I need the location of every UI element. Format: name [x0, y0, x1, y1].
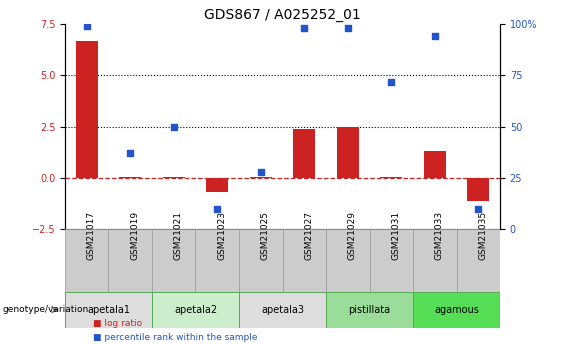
- Bar: [337, 127, 359, 178]
- Point: [343, 26, 352, 31]
- Text: pistillata: pistillata: [349, 305, 390, 315]
- Bar: [370, 229, 413, 305]
- Bar: [413, 229, 457, 305]
- Bar: [326, 229, 370, 305]
- Text: apetala1: apetala1: [87, 305, 130, 315]
- Bar: [195, 229, 239, 305]
- Bar: [424, 151, 446, 178]
- Point: [212, 206, 221, 212]
- Text: apetala2: apetala2: [174, 305, 217, 315]
- Bar: [119, 177, 141, 178]
- Text: GSM21031: GSM21031: [391, 211, 400, 260]
- Text: GSM21035: GSM21035: [478, 211, 487, 260]
- Text: ■ log ratio: ■ log ratio: [93, 319, 142, 328]
- Text: GSM21033: GSM21033: [435, 211, 444, 260]
- Title: GDS867 / A025252_01: GDS867 / A025252_01: [204, 8, 361, 22]
- Bar: [457, 229, 500, 305]
- Bar: [282, 229, 326, 305]
- Bar: [152, 292, 239, 328]
- Bar: [326, 292, 413, 328]
- Text: agamous: agamous: [434, 305, 479, 315]
- Bar: [413, 292, 500, 328]
- Point: [169, 124, 178, 130]
- Point: [82, 23, 92, 29]
- Bar: [65, 229, 108, 305]
- Point: [256, 169, 265, 175]
- Point: [299, 26, 308, 31]
- Bar: [65, 292, 152, 328]
- Bar: [467, 178, 489, 201]
- Bar: [380, 177, 402, 178]
- Text: genotype/variation: genotype/variation: [3, 305, 89, 314]
- Point: [473, 206, 483, 212]
- Text: GSM21027: GSM21027: [304, 211, 313, 260]
- Bar: [239, 229, 282, 305]
- Bar: [108, 229, 152, 305]
- Text: ■ percentile rank within the sample: ■ percentile rank within the sample: [93, 333, 258, 342]
- Bar: [293, 129, 315, 178]
- Bar: [76, 41, 98, 178]
- Bar: [152, 229, 195, 305]
- Text: apetala3: apetala3: [261, 305, 304, 315]
- Text: GSM21017: GSM21017: [87, 211, 95, 260]
- Text: GSM21029: GSM21029: [347, 211, 357, 260]
- Point: [125, 151, 134, 156]
- Bar: [239, 292, 326, 328]
- Text: GSM21019: GSM21019: [131, 211, 139, 260]
- Point: [386, 79, 396, 85]
- Text: GSM21021: GSM21021: [174, 211, 182, 260]
- Bar: [250, 177, 272, 178]
- Text: GSM21023: GSM21023: [217, 211, 226, 260]
- Point: [430, 34, 439, 39]
- Text: GSM21025: GSM21025: [261, 211, 270, 260]
- Bar: [206, 178, 228, 193]
- Bar: [163, 177, 185, 178]
